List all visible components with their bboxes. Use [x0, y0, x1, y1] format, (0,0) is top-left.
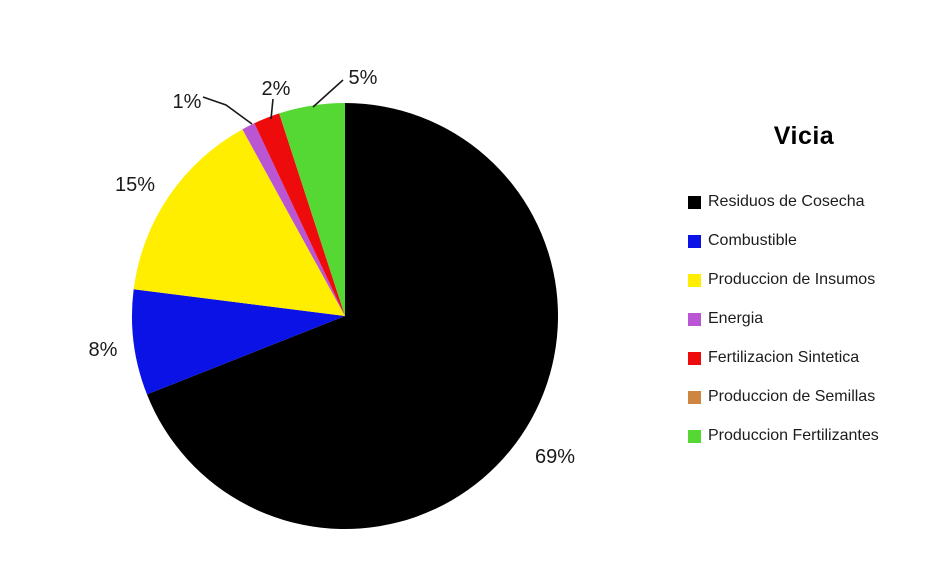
legend-item-combustible: Combustible — [688, 232, 936, 250]
pie-label-residuos-de-cosecha: 69% — [535, 446, 575, 468]
legend-title: Vicia — [773, 122, 835, 150]
pie-label-produccion-fertilizantes: 5% — [349, 67, 378, 89]
legend-label-combustible: Combustible — [708, 232, 797, 249]
pie-label-produccion-de-insumos: 15% — [115, 174, 155, 196]
pie-slice-fertilizacion-sintetica — [254, 113, 345, 316]
legend-label-produccion-fertilizantes: Produccion Fertilizantes — [708, 427, 879, 444]
legend-item-residuos-de-cosecha: Residuos de Cosecha — [688, 193, 936, 211]
legend-item-energia: Energia — [688, 310, 936, 328]
pie-slice-energia — [242, 123, 345, 317]
legend-swatch-produccion-fertilizantes — [688, 429, 701, 443]
legend-swatch-energia — [688, 312, 701, 326]
legend-swatch-produccion-de-insumos — [688, 273, 701, 287]
legend-label-energia: Energia — [708, 310, 764, 327]
legend-swatch-fertilizacion-sintetica — [688, 351, 701, 365]
legend-label-fertilizacion-sintetica: Fertilizacion Sintetica — [708, 349, 860, 366]
pie-label-fertilizacion-sintetica: 2% — [262, 78, 291, 100]
pie-slice-combustible — [132, 289, 345, 395]
legend-label-produccion-de-insumos: Produccion de Insumos — [708, 271, 876, 288]
legend-label-residuos-de-cosecha: Residuos de Cosecha — [708, 193, 865, 210]
legend-swatch-produccion-de-semillas — [688, 390, 701, 404]
pie-slice-produccion-de-insumos — [133, 129, 345, 316]
pie-label-energia: 1% — [173, 91, 202, 113]
legend-item-produccion-de-semillas: Produccion de Semillas — [688, 388, 936, 406]
legend: Vicia Residuos de Cosecha Combustible Prod… — [688, 122, 936, 445]
leader-line-fertilizacion-sintetica — [270, 98, 274, 120]
legend-label-produccion-de-semillas: Produccion de Semillas — [708, 388, 876, 405]
legend-swatch-combustible — [688, 234, 701, 248]
leader-line-produccion-fertilizantes — [312, 79, 344, 108]
legend-swatch-residuos-de-cosecha — [688, 195, 701, 209]
legend-item-fertilizacion-sintetica: Fertilizacion Sintetica — [688, 349, 936, 367]
leader-line-energia — [202, 96, 253, 125]
legend-item-produccion-de-insumos: Produccion de Insumos — [688, 271, 936, 289]
pie-slice-residuos-de-cosecha — [146, 103, 559, 529]
pie-label-combustible: 8% — [89, 339, 118, 361]
pie-slice-produccion-fertilizantes — [279, 103, 345, 316]
legend-item-produccion-fertilizantes: Produccion Fertilizantes — [688, 427, 936, 445]
legend-items: Residuos de Cosecha Combustible Produccion… — [688, 193, 936, 445]
